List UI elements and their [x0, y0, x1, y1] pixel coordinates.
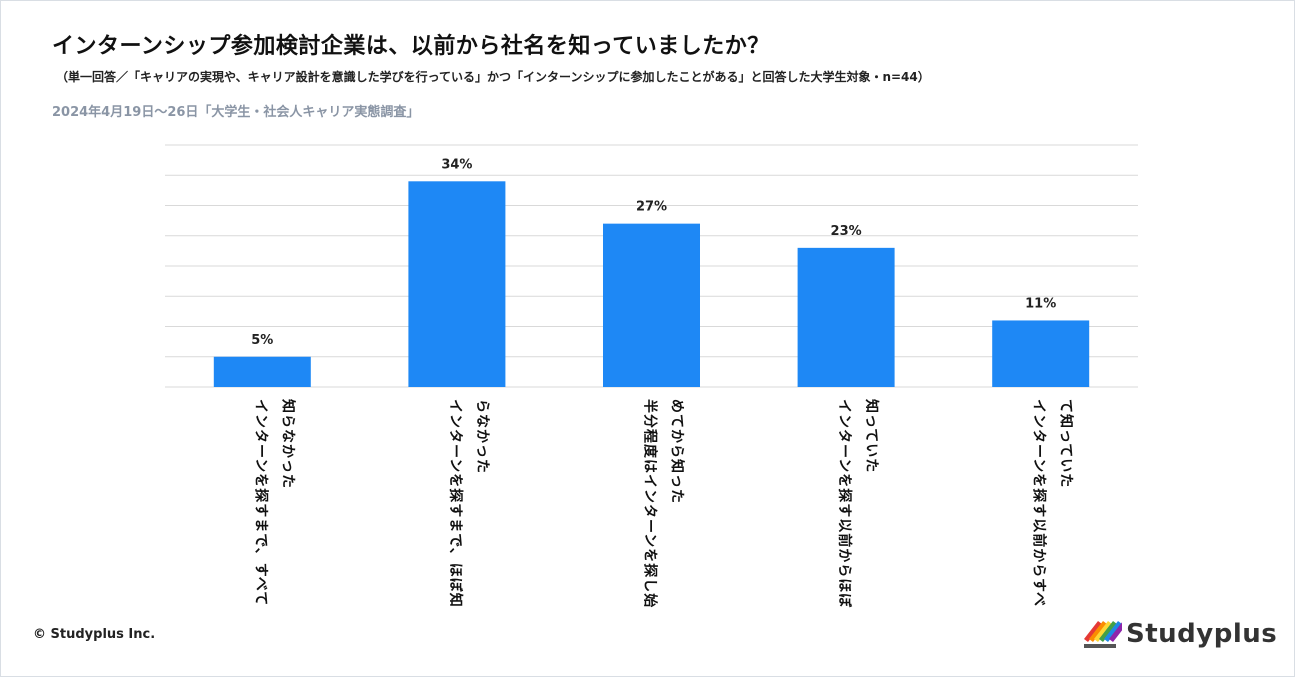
logo-stripe	[1089, 621, 1107, 642]
copyright: © Studyplus Inc.	[33, 627, 156, 642]
category-label: インターンを探すまで、すべて 知らなかった	[252, 399, 296, 606]
bar	[213, 356, 311, 387]
category-label-line: 半分程度はインターンを探し始	[642, 399, 659, 608]
bar	[992, 320, 1090, 387]
category-label-line: 知らなかった	[279, 399, 296, 489]
category-label-line: 知っていた	[863, 399, 880, 473]
category-label-line: て知っていた	[1058, 399, 1075, 488]
logo-stripe	[1104, 621, 1122, 642]
category-label-line: インターンを探すまで、すべて	[252, 399, 269, 606]
logo-stripe	[1109, 622, 1122, 642]
bar	[603, 223, 700, 387]
category-label: インターンを探すまで、ほぼ知 らなかった	[447, 399, 490, 608]
studyplus-logo-icon	[1084, 621, 1122, 648]
logo-stripe	[1094, 621, 1112, 642]
bar	[797, 247, 895, 387]
logo-stripe	[1084, 621, 1102, 642]
category-label-line: インターンを探す以前からすべ	[1031, 399, 1048, 607]
survey-source: 2024年4月19日〜26日「大学生・社会人キャリア実態調査」	[52, 105, 420, 120]
category-label-line: インターンを探すまで、ほぼ知	[447, 399, 464, 608]
category-label: 半分程度はインターンを探し始 めてから知った	[642, 399, 686, 608]
data-label: 5%	[251, 333, 273, 348]
logo-text: Studyplus	[1126, 619, 1278, 649]
bar	[408, 181, 506, 387]
data-label: 34%	[441, 157, 472, 172]
data-label: 23%	[831, 224, 862, 239]
data-label: 27%	[636, 200, 667, 215]
chart-subtitle: （単一回答／「キャリアの実現や、キャリア設計を意識した学びを行っている」かつ「イ…	[56, 70, 930, 84]
data-label: 11%	[1025, 296, 1056, 311]
category-label-line: めてから知った	[669, 399, 686, 504]
category-label: インターンを探す以前からすべ て知っていた	[1031, 399, 1075, 607]
category-label-line: インターンを探す以前からほぼ	[836, 399, 853, 608]
studyplus-logo: Studyplus	[1080, 613, 1277, 659]
chart-title: インターンシップ参加検討企業は、以前から社名を知っていましたか？	[52, 34, 770, 59]
logo-base	[1084, 644, 1116, 648]
logo-stripe	[1099, 621, 1117, 642]
category-label-line: らなかった	[474, 399, 490, 474]
category-label: インターンを探す以前からほぼ 知っていた	[836, 399, 880, 608]
